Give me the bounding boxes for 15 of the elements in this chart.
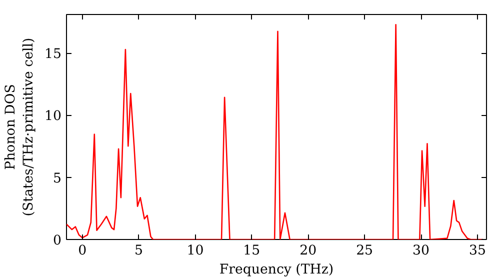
y-tick-label: 10: [44, 109, 62, 124]
x-tick-label: 5: [134, 244, 144, 258]
line-series: [66, 24, 484, 240]
x-axis-title: Frequency (THz): [219, 262, 334, 278]
x-tick-label: 15: [243, 244, 260, 258]
x-tick-label: 20: [300, 244, 317, 258]
y-tick-label: 15: [44, 47, 62, 62]
x-tick-label: 25: [356, 244, 374, 258]
x-tick-label: 10: [186, 244, 204, 258]
y-axis-title: Phonon DOS (States/THz·primitive cell): [4, 38, 37, 216]
x-tick-label: 35: [468, 244, 486, 258]
x-tick-label: 30: [412, 244, 430, 258]
y-tick-label: 5: [53, 171, 62, 186]
y-tick-label: 0: [53, 234, 62, 248]
x-tick-label: 0: [78, 244, 87, 258]
